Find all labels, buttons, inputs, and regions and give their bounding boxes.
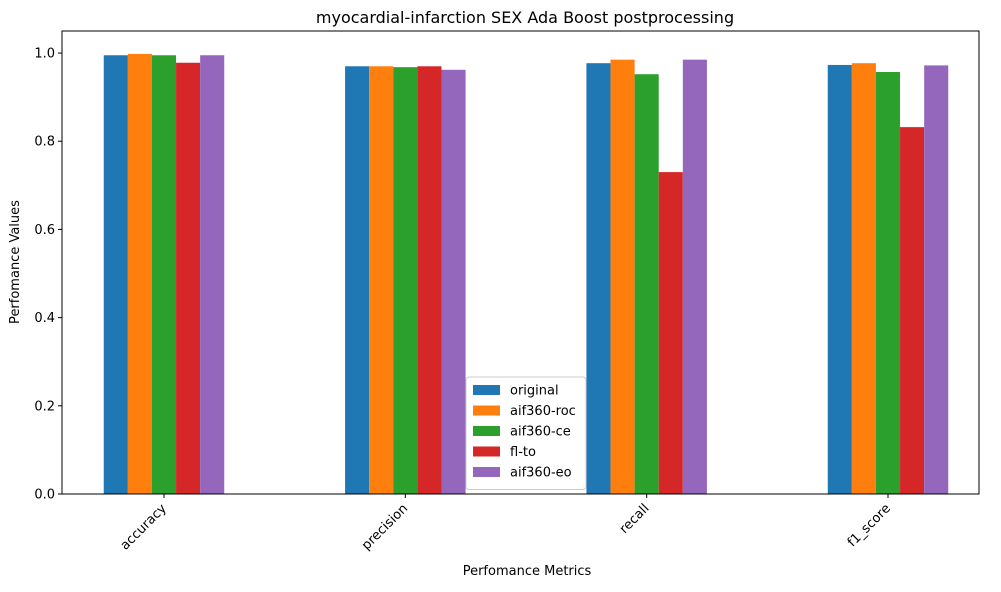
legend-swatch-aif360-ce [473,426,500,436]
bar-aif360-eo-accuracy [200,55,225,494]
bar-aif360-ce-accuracy [151,55,177,494]
x-axis-label: Perfomance Metrics [463,564,592,579]
legend-swatch-fl-to [473,446,500,457]
legend-swatch-aif360-eo [473,467,500,477]
bar-fl-to-f1_score [900,127,925,494]
y-tick-label: 0.0 [34,488,55,503]
bar-aif360-roc-precision [369,66,394,494]
legend-label-fl-to: fl-to [510,445,536,460]
bar-aif360-roc-accuracy [127,53,152,495]
bar-original-accuracy [103,55,128,494]
bar-aif360-ce-f1_score [875,72,901,494]
legend-box [465,376,587,490]
y-tick-label: 0.4 [34,311,55,326]
legend-label-aif360-ce: aif360-ce [510,425,571,440]
legend-swatch-aif360-roc [473,405,500,416]
bar-fl-to-accuracy [176,62,201,494]
bar-aif360-ce-precision [393,67,418,494]
legend-label-aif360-eo: aif360-eo [510,466,572,481]
y-axis-label: Perfomance Values [8,200,23,324]
bar-original-f1_score [827,64,852,494]
legend-swatch-original [473,385,500,395]
y-tick-label: 0.2 [34,399,55,414]
plot-frame [61,30,980,495]
bar-fl-to-precision [417,66,442,494]
legend-label-aif360-roc: aif360-roc [510,404,576,419]
bar-aif360-ce-recall [634,74,659,495]
bar-aif360-eo-precision [441,69,466,495]
legend: original aif360-roc aif360-ce fl-to aif360-e… [465,376,587,490]
x-tick-label: accuracy [118,501,170,553]
legend-label-original: original [510,384,559,399]
y-tick-label: 1.0 [34,47,55,62]
bar-aif360-eo-recall [682,59,707,494]
chart-title: myocardial-infarction SEX Ada Boost post… [316,8,734,27]
bar-original-recall [586,63,611,494]
bar-aif360-roc-f1_score [851,63,876,494]
x-tick-label: recall [617,501,653,537]
y-axis: 0.0 0.2 0.4 0.6 0.8 1.0 [34,47,62,503]
bar-fl-to-recall [658,172,683,494]
bars-group [103,53,949,495]
bar-aif360-roc-recall [610,59,635,494]
bar-original-precision [345,66,370,494]
y-tick-label: 0.6 [34,223,55,238]
x-axis: accuracy precision recall f1_score [118,494,894,553]
bar-aif360-eo-f1_score [924,65,949,494]
x-tick-label: precision [359,501,411,553]
y-tick-label: 0.8 [34,135,55,150]
x-tick-label: f1_score [845,501,894,550]
